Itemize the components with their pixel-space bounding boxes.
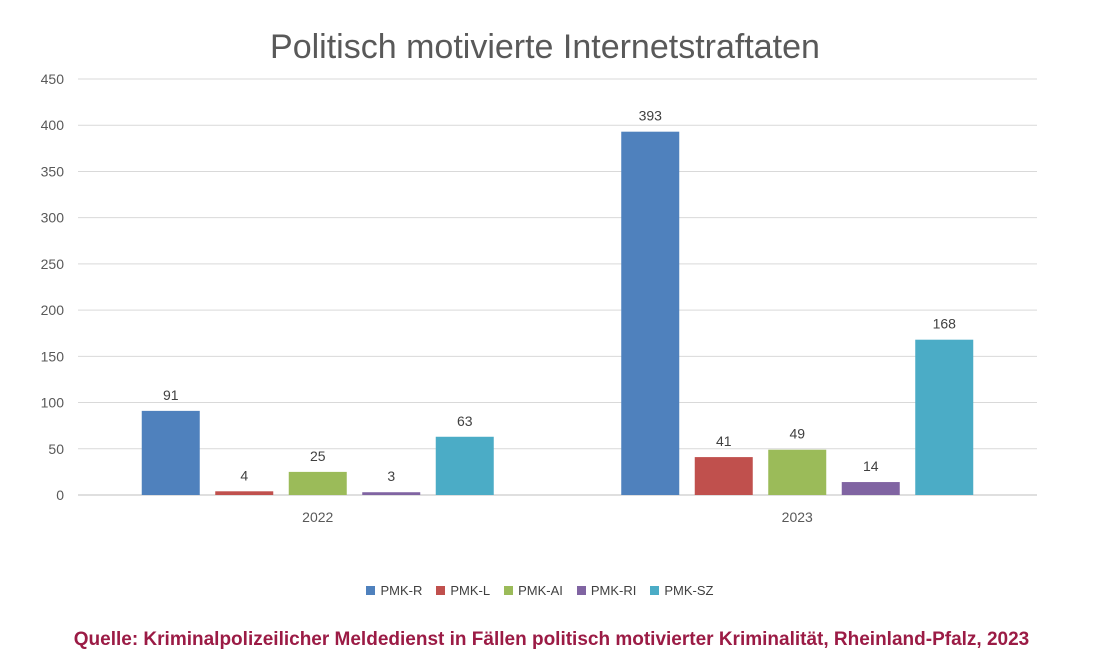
y-tick-label: 300: [41, 210, 65, 226]
legend-swatch: [650, 586, 660, 595]
legend-swatch: [436, 586, 446, 595]
bar-pmk-sz-2023: [915, 339, 974, 495]
bar-pmk-ri-2022: [362, 492, 421, 495]
legend-label: PMK-R: [380, 583, 423, 598]
legend-swatch: [504, 586, 514, 595]
data-labels: 91 4 25 3 63 393 41 49 14 168: [163, 108, 956, 485]
x-tick-label: 2022: [302, 509, 333, 525]
data-label: 41: [716, 433, 732, 449]
y-tick-label: 400: [41, 117, 65, 133]
legend-swatch: [576, 586, 586, 595]
legend-item: PMK-R: [366, 583, 422, 598]
bar-pmk-ri-2023: [841, 482, 900, 495]
y-tick-label: 250: [41, 256, 65, 272]
bar-pmk-r-2023: [621, 131, 680, 495]
legend-label: PMK-SZ: [664, 583, 714, 598]
y-tick-label: 0: [56, 487, 64, 503]
y-tick-label: 200: [41, 302, 65, 318]
y-tick-label: 150: [41, 348, 65, 364]
legend-label: PMK-RI: [590, 583, 637, 598]
legend-item: PMK-AI: [504, 583, 563, 598]
bar-pmk-ai-2022: [288, 471, 347, 495]
y-tick-label: 50: [48, 441, 64, 457]
legend-item: PMK-L: [436, 583, 490, 598]
data-label: 4: [240, 467, 248, 483]
legend-swatch: [366, 586, 376, 595]
gridlines: [78, 78, 1037, 496]
legend-item: PMK-SZ: [650, 583, 714, 598]
y-axis: 0 50 100 150 200 250 300 350 400 450: [41, 71, 65, 503]
data-label: 3: [387, 468, 395, 484]
legend: PMK-R PMK-L PMK-AI PMK-RI PMK-SZ: [0, 583, 1080, 598]
data-label: 25: [310, 448, 326, 464]
bar-pmk-ai-2023: [768, 449, 827, 495]
y-tick-label: 100: [41, 395, 65, 411]
legend-label: PMK-L: [450, 583, 491, 598]
y-tick-label: 350: [41, 163, 65, 179]
bar-pmk-sz-2022: [435, 436, 494, 495]
chart-title: Politisch motivierte Internetstraftaten: [270, 28, 820, 66]
legend-label: PMK-AI: [518, 583, 563, 598]
bar-pmk-l-2022: [215, 491, 274, 495]
x-tick-label: 2023: [782, 509, 813, 525]
data-label: 91: [163, 387, 179, 403]
x-axis: 2022 2023: [302, 509, 813, 525]
data-label: 393: [639, 108, 663, 124]
y-tick-label: 450: [41, 71, 65, 87]
bar-pmk-r-2022: [141, 410, 200, 495]
legend-item: PMK-RI: [576, 583, 637, 598]
bar-pmk-l-2023: [694, 457, 753, 495]
data-label: 168: [933, 316, 957, 332]
source-note: Quelle: Kriminalpolizeilicher Meldediens…: [73, 629, 1030, 650]
data-label: 63: [457, 413, 473, 429]
bars: [141, 131, 974, 495]
data-label: 49: [789, 426, 805, 442]
data-label: 14: [863, 458, 879, 474]
